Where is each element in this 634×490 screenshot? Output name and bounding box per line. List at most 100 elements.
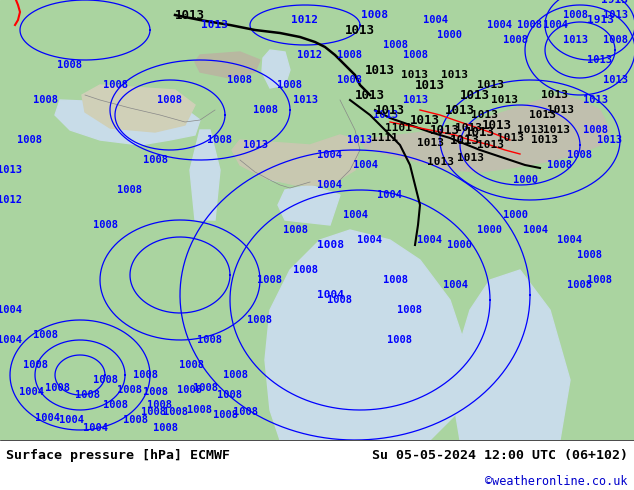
Text: 1004: 1004 <box>318 150 342 160</box>
Text: 1008: 1008 <box>143 387 167 397</box>
Text: 1004: 1004 <box>418 235 443 245</box>
Text: 1008: 1008 <box>548 160 573 170</box>
Text: 1008: 1008 <box>179 360 205 370</box>
Text: 1013: 1013 <box>403 95 427 105</box>
Text: 1000: 1000 <box>437 30 462 40</box>
Text: 1013: 1013 <box>430 123 460 137</box>
Text: 1008: 1008 <box>58 60 82 70</box>
Text: 1004: 1004 <box>358 235 382 245</box>
Text: 1013: 1013 <box>417 138 444 148</box>
Text: 1008: 1008 <box>103 80 127 90</box>
Text: 1004: 1004 <box>353 160 377 170</box>
Text: 1000: 1000 <box>477 225 503 235</box>
Text: 1008: 1008 <box>148 400 172 410</box>
Text: 1008: 1008 <box>283 225 307 235</box>
Text: 1004: 1004 <box>318 180 342 190</box>
Text: 1013: 1013 <box>477 140 503 150</box>
Text: 1000: 1000 <box>448 240 472 250</box>
Text: 1012: 1012 <box>0 195 22 205</box>
Text: 1008: 1008 <box>75 390 101 400</box>
Text: 1008: 1008 <box>602 35 628 45</box>
Polygon shape <box>455 270 570 440</box>
Text: 1008: 1008 <box>583 125 607 135</box>
Text: 1008: 1008 <box>117 385 143 395</box>
Text: 1008: 1008 <box>193 383 217 393</box>
Text: 1013: 1013 <box>401 70 429 80</box>
Text: 1008: 1008 <box>157 95 183 105</box>
Text: 1008: 1008 <box>233 407 257 417</box>
Text: 1004: 1004 <box>377 190 403 200</box>
Text: 1013: 1013 <box>597 135 623 145</box>
Text: 1101: 1101 <box>384 123 411 133</box>
Text: 1008: 1008 <box>562 10 588 20</box>
Text: 1004: 1004 <box>82 423 108 433</box>
Text: 1008: 1008 <box>387 335 413 345</box>
Text: 1008: 1008 <box>223 370 247 380</box>
Text: 1008: 1008 <box>361 10 389 20</box>
Text: 1004: 1004 <box>342 210 368 220</box>
Text: 1013: 1013 <box>456 153 484 163</box>
Polygon shape <box>262 50 290 88</box>
Text: 1008: 1008 <box>382 40 408 50</box>
Polygon shape <box>232 135 360 185</box>
Text: 1008: 1008 <box>337 50 363 60</box>
Text: 1008: 1008 <box>207 135 233 145</box>
Text: 1012: 1012 <box>292 15 318 25</box>
Text: 1013: 1013 <box>345 24 375 36</box>
Text: 1013: 1013 <box>602 75 628 85</box>
Text: 1013: 1013 <box>375 103 405 117</box>
Text: 1008: 1008 <box>257 275 283 285</box>
Text: 1013: 1013 <box>445 103 475 117</box>
Text: 1013: 1013 <box>465 125 495 139</box>
Text: 1013: 1013 <box>602 10 628 20</box>
Text: Surface pressure [hPa] ECMWF: Surface pressure [hPa] ECMWF <box>6 448 230 462</box>
Text: 1013: 1013 <box>496 133 524 143</box>
Text: 1008: 1008 <box>133 370 157 380</box>
Text: 1000: 1000 <box>512 175 538 185</box>
Text: 1004: 1004 <box>522 225 548 235</box>
Text: 1013: 1013 <box>175 8 205 22</box>
Text: 1004: 1004 <box>20 387 44 397</box>
Text: 1008: 1008 <box>382 275 408 285</box>
Text: 1013: 1013 <box>491 95 519 105</box>
Text: 1013: 1013 <box>292 95 318 105</box>
Text: 1013: 1013 <box>202 20 228 30</box>
Text: 1013: 1013 <box>541 90 569 100</box>
Polygon shape <box>278 185 340 225</box>
Text: 1013: 1013 <box>450 133 480 147</box>
Text: 1008: 1008 <box>403 50 427 60</box>
Text: 1013: 1013 <box>529 110 557 120</box>
Text: 1008: 1008 <box>117 185 143 195</box>
Text: 1004: 1004 <box>60 415 84 425</box>
Text: 1013: 1013 <box>365 64 395 76</box>
Text: 1013: 1013 <box>477 80 503 90</box>
Text: 1111: 1111 <box>372 133 399 143</box>
Text: 1013: 1013 <box>460 89 490 101</box>
Text: 1913: 1913 <box>586 15 614 25</box>
Text: 1013: 1013 <box>517 125 543 135</box>
Text: 1008: 1008 <box>398 305 422 315</box>
Text: ©weatheronline.co.uk: ©weatheronline.co.uk <box>485 474 628 488</box>
Text: 1013: 1013 <box>562 35 588 45</box>
Polygon shape <box>265 155 315 185</box>
Text: 1013: 1013 <box>482 119 512 131</box>
Text: 1004: 1004 <box>443 280 467 290</box>
Polygon shape <box>195 52 260 78</box>
Text: 1012: 1012 <box>297 50 323 60</box>
Text: 1013: 1013 <box>410 114 440 126</box>
Text: 1013: 1013 <box>347 135 373 145</box>
Text: 1913: 1913 <box>602 0 628 5</box>
Text: 1004: 1004 <box>488 20 512 30</box>
Text: 1013: 1013 <box>588 55 612 65</box>
Text: 1013: 1013 <box>355 89 385 101</box>
Text: 1008: 1008 <box>198 335 223 345</box>
Text: 1013: 1013 <box>531 135 559 145</box>
Text: 1004: 1004 <box>36 413 60 423</box>
Text: 1008: 1008 <box>217 390 242 400</box>
Text: 1008: 1008 <box>578 250 602 260</box>
Text: 1008: 1008 <box>18 135 42 145</box>
Text: 1008: 1008 <box>316 240 344 250</box>
Text: 1008: 1008 <box>46 383 70 393</box>
Text: 1008: 1008 <box>32 330 58 340</box>
Text: 1008: 1008 <box>93 375 117 385</box>
